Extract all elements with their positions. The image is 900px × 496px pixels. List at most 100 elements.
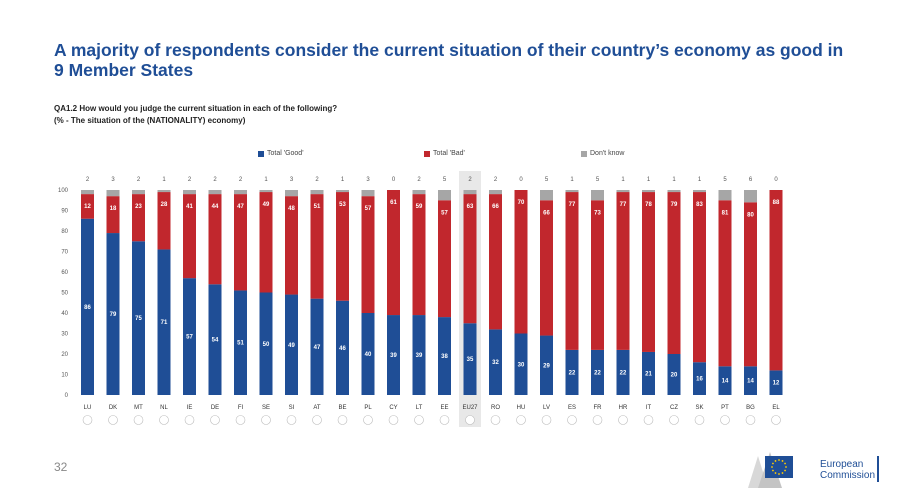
bar-bad — [285, 196, 298, 295]
data-label-dk: 2 — [213, 177, 217, 183]
x-tick-label: PL — [364, 405, 372, 411]
bar-bad — [208, 194, 222, 285]
bar-bad — [616, 192, 630, 350]
data-label-bad: 57 — [441, 210, 448, 216]
bar-dk — [208, 190, 222, 195]
bar-dk — [285, 190, 298, 197]
country-flag-icon — [184, 415, 195, 425]
data-label-bad: 63 — [467, 204, 474, 210]
data-label-bad: 77 — [620, 202, 627, 208]
data-label-bad: 23 — [135, 204, 142, 210]
data-label-good: 51 — [237, 341, 244, 347]
data-label-bad: 73 — [594, 210, 601, 216]
data-label-bad: 88 — [773, 200, 780, 206]
ec-name: European Commission — [820, 459, 875, 481]
data-label-good: 39 — [390, 353, 397, 359]
european-commission-logo: European Commission — [748, 446, 883, 488]
data-label-dk: 3 — [366, 177, 370, 183]
bar-bad — [387, 190, 400, 316]
data-label-good: 50 — [263, 342, 270, 348]
data-label-dk: 1 — [698, 177, 702, 183]
data-label-dk: 1 — [672, 177, 676, 183]
x-tick-label: DK — [109, 405, 117, 411]
data-label-good: 12 — [773, 381, 780, 387]
bar-dk — [132, 190, 145, 195]
bar-bad — [361, 196, 375, 313]
data-label-dk: 1 — [570, 177, 574, 183]
data-label-bad: 41 — [186, 204, 193, 210]
bar-dk — [336, 190, 349, 193]
data-label-good: 57 — [186, 335, 193, 341]
data-label-dk: 0 — [774, 177, 778, 183]
bar-dk — [234, 190, 247, 195]
bar-good — [285, 294, 298, 395]
x-tick-label: LV — [543, 405, 550, 411]
chart-legend: Total 'Good' Total 'Bad' Don't know — [0, 150, 900, 162]
data-label-bad: 49 — [263, 202, 270, 208]
bar-dk — [81, 190, 94, 195]
ec-name-line-2: Commission — [820, 470, 876, 481]
country-flag-icon — [261, 415, 271, 425]
x-tick-label: SE — [262, 405, 270, 411]
y-tick-label: 20 — [61, 352, 68, 358]
data-label-bad: 28 — [161, 202, 168, 208]
bar-bad — [106, 196, 120, 234]
data-label-good: 86 — [84, 305, 91, 311]
bar-bad — [463, 194, 477, 324]
bar-dk — [489, 190, 502, 195]
bar-dk — [157, 190, 171, 193]
bar-bad — [310, 194, 324, 299]
bar-good — [438, 317, 451, 395]
bar-good — [81, 218, 94, 395]
data-label-bad: 59 — [416, 204, 423, 210]
bar-dk — [565, 190, 579, 193]
bar-dk — [718, 190, 732, 201]
country-flag-icon — [720, 415, 730, 425]
bar-good — [106, 233, 120, 395]
x-tick-label: SI — [289, 405, 295, 411]
data-label-bad: 70 — [518, 200, 525, 206]
data-label-dk: 1 — [264, 177, 268, 183]
data-label-bad: 47 — [237, 204, 244, 210]
data-label-bad: 12 — [84, 204, 91, 210]
country-flag-icon — [414, 415, 424, 425]
country-flag-icon — [235, 415, 246, 425]
country-flag-icon — [490, 415, 501, 425]
bar-bad — [234, 194, 247, 291]
country-flag-icon — [567, 415, 577, 425]
data-label-bad: 44 — [212, 204, 219, 210]
country-flag-icon — [337, 415, 348, 425]
x-tick-label: HU — [517, 405, 526, 411]
data-label-dk: 2 — [417, 177, 421, 183]
country-flag-icon — [210, 415, 220, 425]
bar-good — [744, 366, 757, 395]
x-tick-label: EL — [772, 405, 780, 411]
page-number: 32 — [54, 460, 68, 474]
bar-good — [387, 315, 400, 395]
data-label-good: 22 — [620, 370, 627, 376]
bar-good — [769, 370, 783, 395]
data-label-good: 75 — [135, 316, 142, 322]
bar-good — [616, 349, 630, 395]
bar-good — [463, 323, 477, 395]
stacked-bar-chart: 010203040506070809010086122LU79183DK7523… — [58, 171, 783, 427]
y-tick-label: 50 — [61, 291, 68, 297]
legend-swatch-good — [258, 150, 264, 157]
x-tick-label: DE — [211, 405, 219, 411]
legend-label-dk: Don't know — [590, 150, 625, 157]
data-label-dk: 1 — [341, 177, 345, 183]
bar-good — [540, 335, 553, 395]
x-tick-label: AT — [313, 405, 321, 411]
country-flag-icon — [669, 415, 679, 425]
y-tick-label: 90 — [61, 209, 68, 215]
bar-dk — [438, 190, 451, 201]
x-tick-label: ES — [568, 405, 576, 411]
x-tick-label: BE — [338, 405, 346, 411]
data-label-good: 14 — [747, 379, 754, 385]
bar-good — [718, 366, 732, 395]
data-label-good: 35 — [467, 357, 474, 363]
data-label-bad: 81 — [722, 210, 729, 216]
data-label-dk: 3 — [111, 177, 115, 183]
legend-swatch-dk — [581, 150, 587, 157]
legend-item-good: Total 'Good' — [258, 150, 304, 157]
